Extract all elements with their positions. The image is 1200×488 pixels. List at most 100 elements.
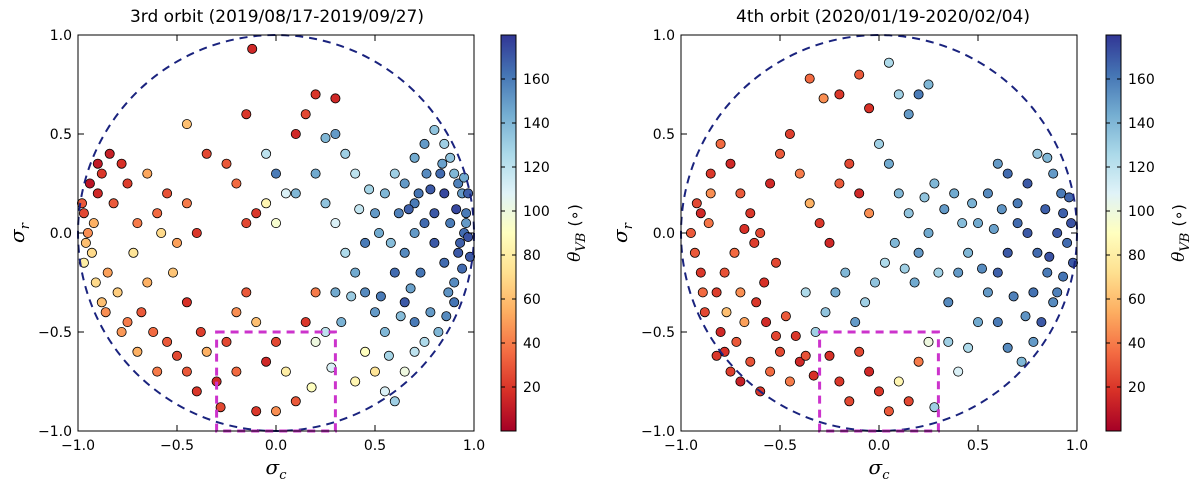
data-point bbox=[116, 326, 127, 337]
data-point bbox=[711, 287, 722, 298]
colorbar-label: θVB (∘) bbox=[1169, 204, 1193, 262]
data-point bbox=[893, 188, 904, 199]
data-point bbox=[794, 356, 805, 367]
data-point bbox=[152, 208, 163, 219]
y-tick-label: 0.5 bbox=[653, 127, 675, 143]
data-point bbox=[765, 366, 776, 377]
y-tick-label: 0.0 bbox=[653, 226, 675, 242]
data-point bbox=[241, 109, 252, 120]
data-point bbox=[92, 158, 103, 169]
data-point bbox=[300, 317, 311, 328]
data-point bbox=[451, 204, 462, 215]
highlight-region bbox=[215, 330, 337, 433]
data-point bbox=[340, 247, 351, 258]
data-point bbox=[992, 267, 1003, 278]
data-point bbox=[433, 326, 444, 337]
data-point bbox=[834, 178, 845, 189]
data-point bbox=[864, 366, 875, 377]
data-point bbox=[903, 109, 914, 120]
data-point bbox=[86, 247, 97, 258]
data-point bbox=[409, 198, 420, 209]
data-point bbox=[429, 237, 440, 248]
y-tick-label: 0.5 bbox=[50, 127, 72, 143]
data-point bbox=[364, 184, 375, 195]
plot-frame bbox=[680, 34, 1078, 432]
colorbar-tick-label: 100 bbox=[1128, 204, 1155, 220]
data-point bbox=[152, 366, 163, 377]
data-point bbox=[181, 198, 192, 209]
data-point bbox=[879, 257, 890, 268]
data-point bbox=[745, 208, 756, 219]
colorbar-tick-label: 100 bbox=[523, 204, 550, 220]
data-point bbox=[399, 178, 410, 189]
data-point bbox=[350, 168, 361, 179]
data-point bbox=[102, 267, 113, 278]
data-point bbox=[784, 376, 795, 387]
data-point bbox=[383, 350, 394, 361]
data-point bbox=[437, 158, 448, 169]
data-point bbox=[78, 208, 89, 219]
data-point bbox=[409, 346, 420, 357]
data-point bbox=[96, 297, 107, 308]
x-axis-label: σc bbox=[869, 455, 891, 483]
data-point bbox=[814, 218, 825, 229]
data-point bbox=[195, 326, 206, 337]
x-tick-label: −0.5 bbox=[160, 438, 194, 454]
data-point bbox=[350, 376, 361, 387]
x-tick-label: 1.0 bbox=[463, 438, 485, 454]
data-point bbox=[860, 297, 871, 308]
colorbar-tick-label: 120 bbox=[1128, 160, 1155, 176]
colorbar: 20 40 60 80 100 120 140 160 θVB (∘) bbox=[500, 34, 589, 432]
data-point bbox=[156, 227, 167, 238]
colorbar-unit: (∘) bbox=[565, 204, 584, 227]
data-point bbox=[1044, 251, 1055, 262]
data-point bbox=[1042, 152, 1053, 163]
data-point bbox=[943, 336, 954, 347]
colorbar-tick-label: 20 bbox=[523, 380, 541, 396]
data-point bbox=[899, 263, 910, 274]
data-point bbox=[794, 168, 805, 179]
data-point bbox=[731, 336, 742, 347]
data-point bbox=[913, 89, 924, 100]
y-axis-ticks: −1.0 −0.5 0.0 0.5 1.0 bbox=[641, 28, 1077, 440]
data-point bbox=[1062, 237, 1073, 248]
data-point bbox=[735, 376, 746, 387]
colorbar-tick-label: 120 bbox=[523, 160, 550, 176]
data-point bbox=[360, 287, 371, 298]
data-point bbox=[711, 350, 722, 361]
y-axis-ticks: −1.0 −0.5 0.0 0.5 1.0 bbox=[38, 28, 474, 440]
data-point bbox=[765, 178, 776, 189]
data-point bbox=[1012, 198, 1023, 209]
colorbar-tick-label: 140 bbox=[1128, 116, 1155, 132]
data-point bbox=[913, 356, 924, 367]
data-point bbox=[270, 336, 281, 347]
data-point bbox=[425, 184, 436, 195]
chart-title: 3rd orbit (2019/08/17-2019/09/27) bbox=[130, 7, 424, 27]
data-point bbox=[957, 218, 968, 229]
data-point bbox=[1052, 227, 1063, 238]
x-tick-label: 0.5 bbox=[364, 438, 386, 454]
x-tick-label: −0.5 bbox=[763, 438, 797, 454]
data-point bbox=[691, 198, 702, 209]
data-point bbox=[1002, 168, 1013, 179]
data-point bbox=[201, 346, 212, 357]
data-point bbox=[973, 218, 984, 229]
colorbar-tick-label: 20 bbox=[1128, 380, 1146, 396]
data-point bbox=[84, 178, 95, 189]
data-point bbox=[715, 138, 726, 149]
data-point bbox=[136, 307, 147, 318]
x-tick-label: 0.0 bbox=[868, 438, 890, 454]
data-point bbox=[132, 346, 143, 357]
data-point bbox=[903, 396, 914, 407]
data-point bbox=[453, 247, 464, 258]
data-point bbox=[1058, 271, 1069, 282]
data-point bbox=[373, 227, 384, 238]
data-point bbox=[330, 128, 341, 139]
data-point bbox=[735, 287, 746, 298]
data-point bbox=[992, 317, 1003, 328]
data-point bbox=[913, 247, 924, 258]
data-point bbox=[181, 297, 192, 308]
data-point bbox=[441, 311, 452, 322]
data-point bbox=[181, 119, 192, 130]
